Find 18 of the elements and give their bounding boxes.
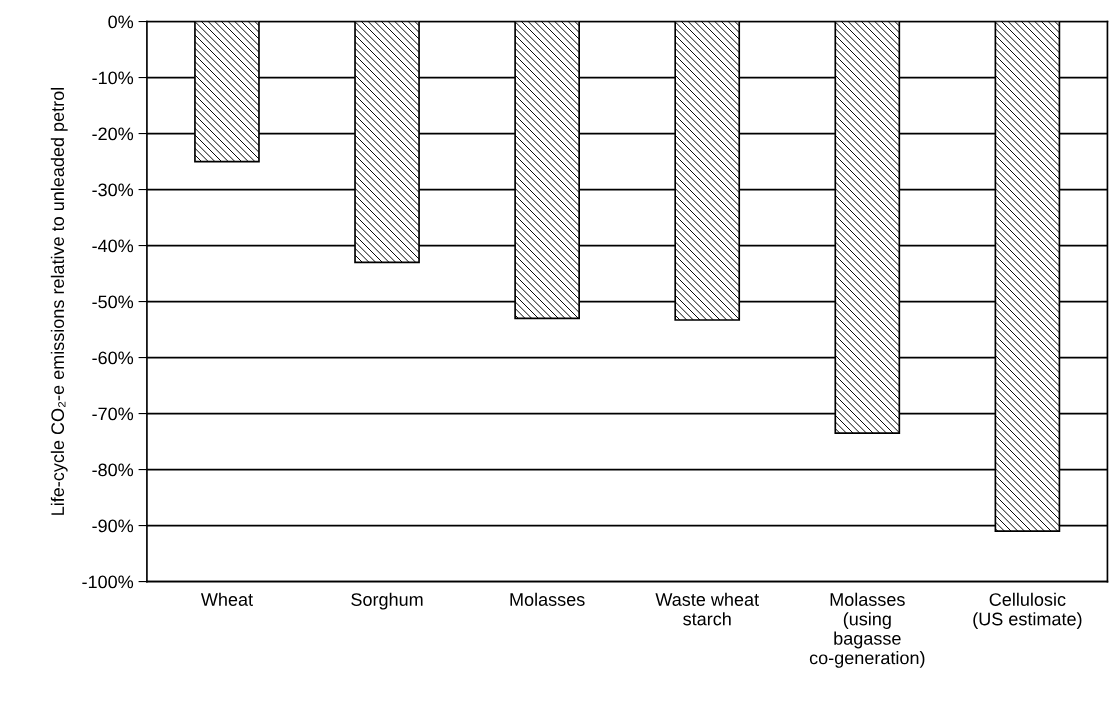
y-tick-label: 0% — [108, 15, 134, 29]
x-tick-label: Waste wheat starch — [655, 592, 759, 626]
y-tick-label: -100% — [82, 575, 134, 589]
y-tick-label: -60% — [92, 351, 134, 365]
y-tick-label: -20% — [92, 127, 134, 141]
x-tick-label: Molasses — [510, 592, 585, 606]
x-tick-label: Sorghum — [351, 592, 423, 610]
y-tick-label: -30% — [92, 183, 134, 197]
y-tick-label: -80% — [92, 463, 134, 477]
x-tick-label: Cellulosic (US estimate) — [973, 592, 1082, 629]
x-tick-label: Wheat — [200, 592, 253, 606]
y-tick-label: -10% — [92, 71, 134, 85]
y-axis-title: Life-cycle CO₂-e emissions relative to unleaded petrol — [50, 88, 68, 515]
x-tick-label: Molasses (using bagasse co-generation) — [809, 592, 925, 668]
y-tick-label: -70% — [92, 407, 134, 421]
y-tick-label: -50% — [92, 295, 134, 309]
y-tick-label: -40% — [92, 239, 134, 253]
y-tick-label: -90% — [92, 519, 134, 533]
